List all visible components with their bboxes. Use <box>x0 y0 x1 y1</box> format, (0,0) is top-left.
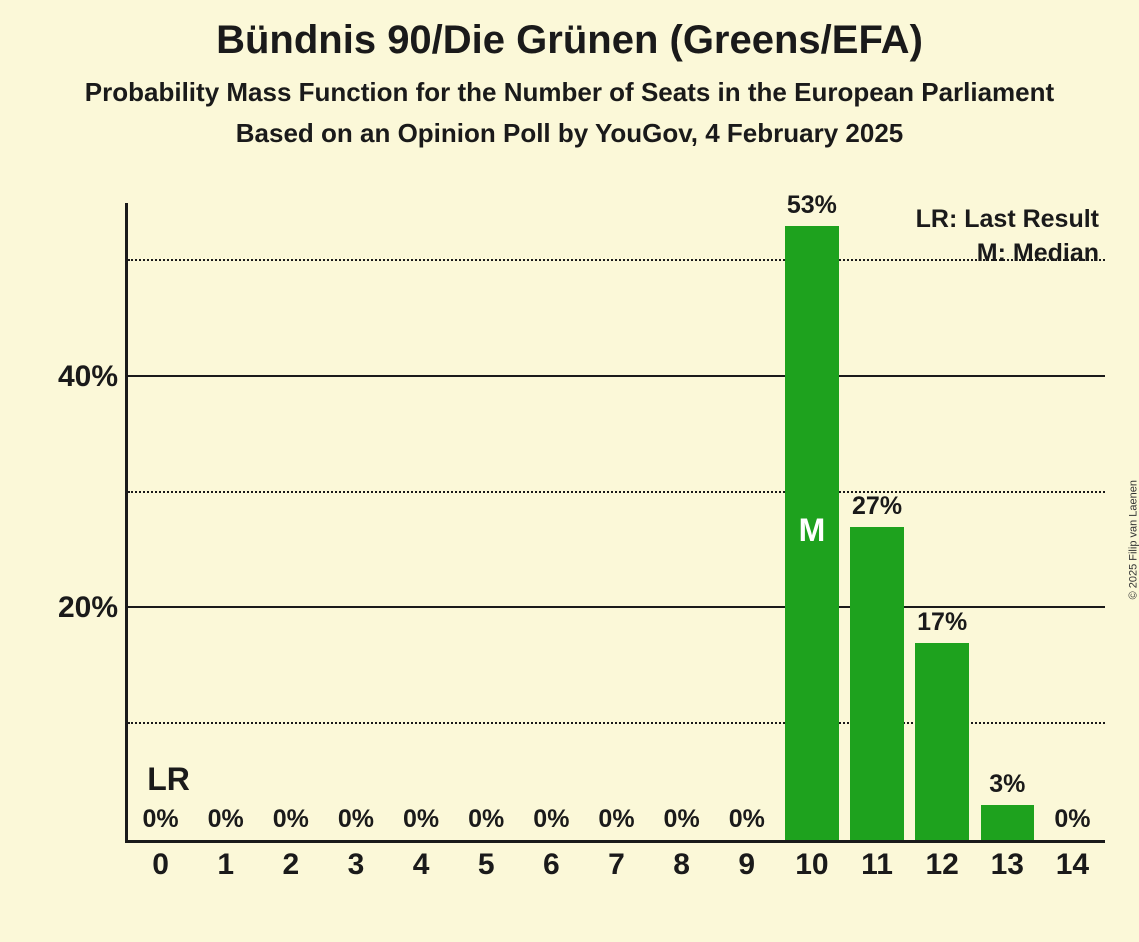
x-axis-label: 5 <box>478 848 495 882</box>
y-axis-label: 40% <box>58 360 118 394</box>
bar <box>981 805 1034 840</box>
bar-value-label: 3% <box>989 770 1025 799</box>
bar-value-label: 53% <box>787 191 837 220</box>
x-axis-label: 0 <box>152 848 169 882</box>
x-axis-label: 7 <box>608 848 625 882</box>
bar-value-label: 27% <box>852 492 902 521</box>
median-marker: M <box>799 512 826 549</box>
copyright-text: © 2025 Filip van Laenen <box>1127 480 1139 599</box>
x-axis-label: 6 <box>543 848 560 882</box>
chart-subtitle-1: Probability Mass Function for the Number… <box>0 77 1139 108</box>
last-result-marker: LR <box>147 761 190 798</box>
legend-median: M: Median <box>977 239 1099 268</box>
chart-subtitle-2: Based on an Opinion Poll by YouGov, 4 Fe… <box>0 118 1139 149</box>
y-axis-label: 20% <box>58 591 118 625</box>
bar-value-label: 0% <box>664 805 700 834</box>
x-axis-label: 9 <box>738 848 755 882</box>
bar <box>850 527 903 840</box>
bar-value-label: 0% <box>273 805 309 834</box>
x-axis-label: 2 <box>282 848 299 882</box>
x-axis-label: 11 <box>861 848 893 882</box>
bar-value-label: 0% <box>533 805 569 834</box>
x-axis-label: 4 <box>413 848 430 882</box>
x-axis-label: 14 <box>1056 848 1089 882</box>
bar-value-label: 0% <box>403 805 439 834</box>
bar-value-label: 0% <box>338 805 374 834</box>
x-axis-label: 12 <box>925 848 958 882</box>
gridline-major <box>128 375 1105 377</box>
bar <box>915 643 968 840</box>
bar-value-label: 0% <box>1054 805 1090 834</box>
legend-last-result: LR: Last Result <box>916 205 1099 234</box>
gridline-minor <box>128 491 1105 493</box>
x-axis-label: 1 <box>217 848 234 882</box>
x-axis-label: 10 <box>795 848 828 882</box>
plot-area: 20%40%0%00%10%20%30%40%50%60%70%80%953%1… <box>125 203 1105 843</box>
bar-value-label: 0% <box>729 805 765 834</box>
chart-title: Bündnis 90/Die Grünen (Greens/EFA) <box>0 18 1139 63</box>
bar-value-label: 0% <box>142 805 178 834</box>
bar-value-label: 0% <box>598 805 634 834</box>
bar-value-label: 0% <box>468 805 504 834</box>
chart-container: 20%40%0%00%10%20%30%40%50%60%70%80%953%1… <box>45 203 1105 903</box>
gridline-minor <box>128 259 1105 261</box>
x-axis-label: 3 <box>348 848 365 882</box>
x-axis-label: 8 <box>673 848 690 882</box>
bar-value-label: 17% <box>917 608 967 637</box>
x-axis-label: 13 <box>991 848 1024 882</box>
bar-value-label: 0% <box>208 805 244 834</box>
